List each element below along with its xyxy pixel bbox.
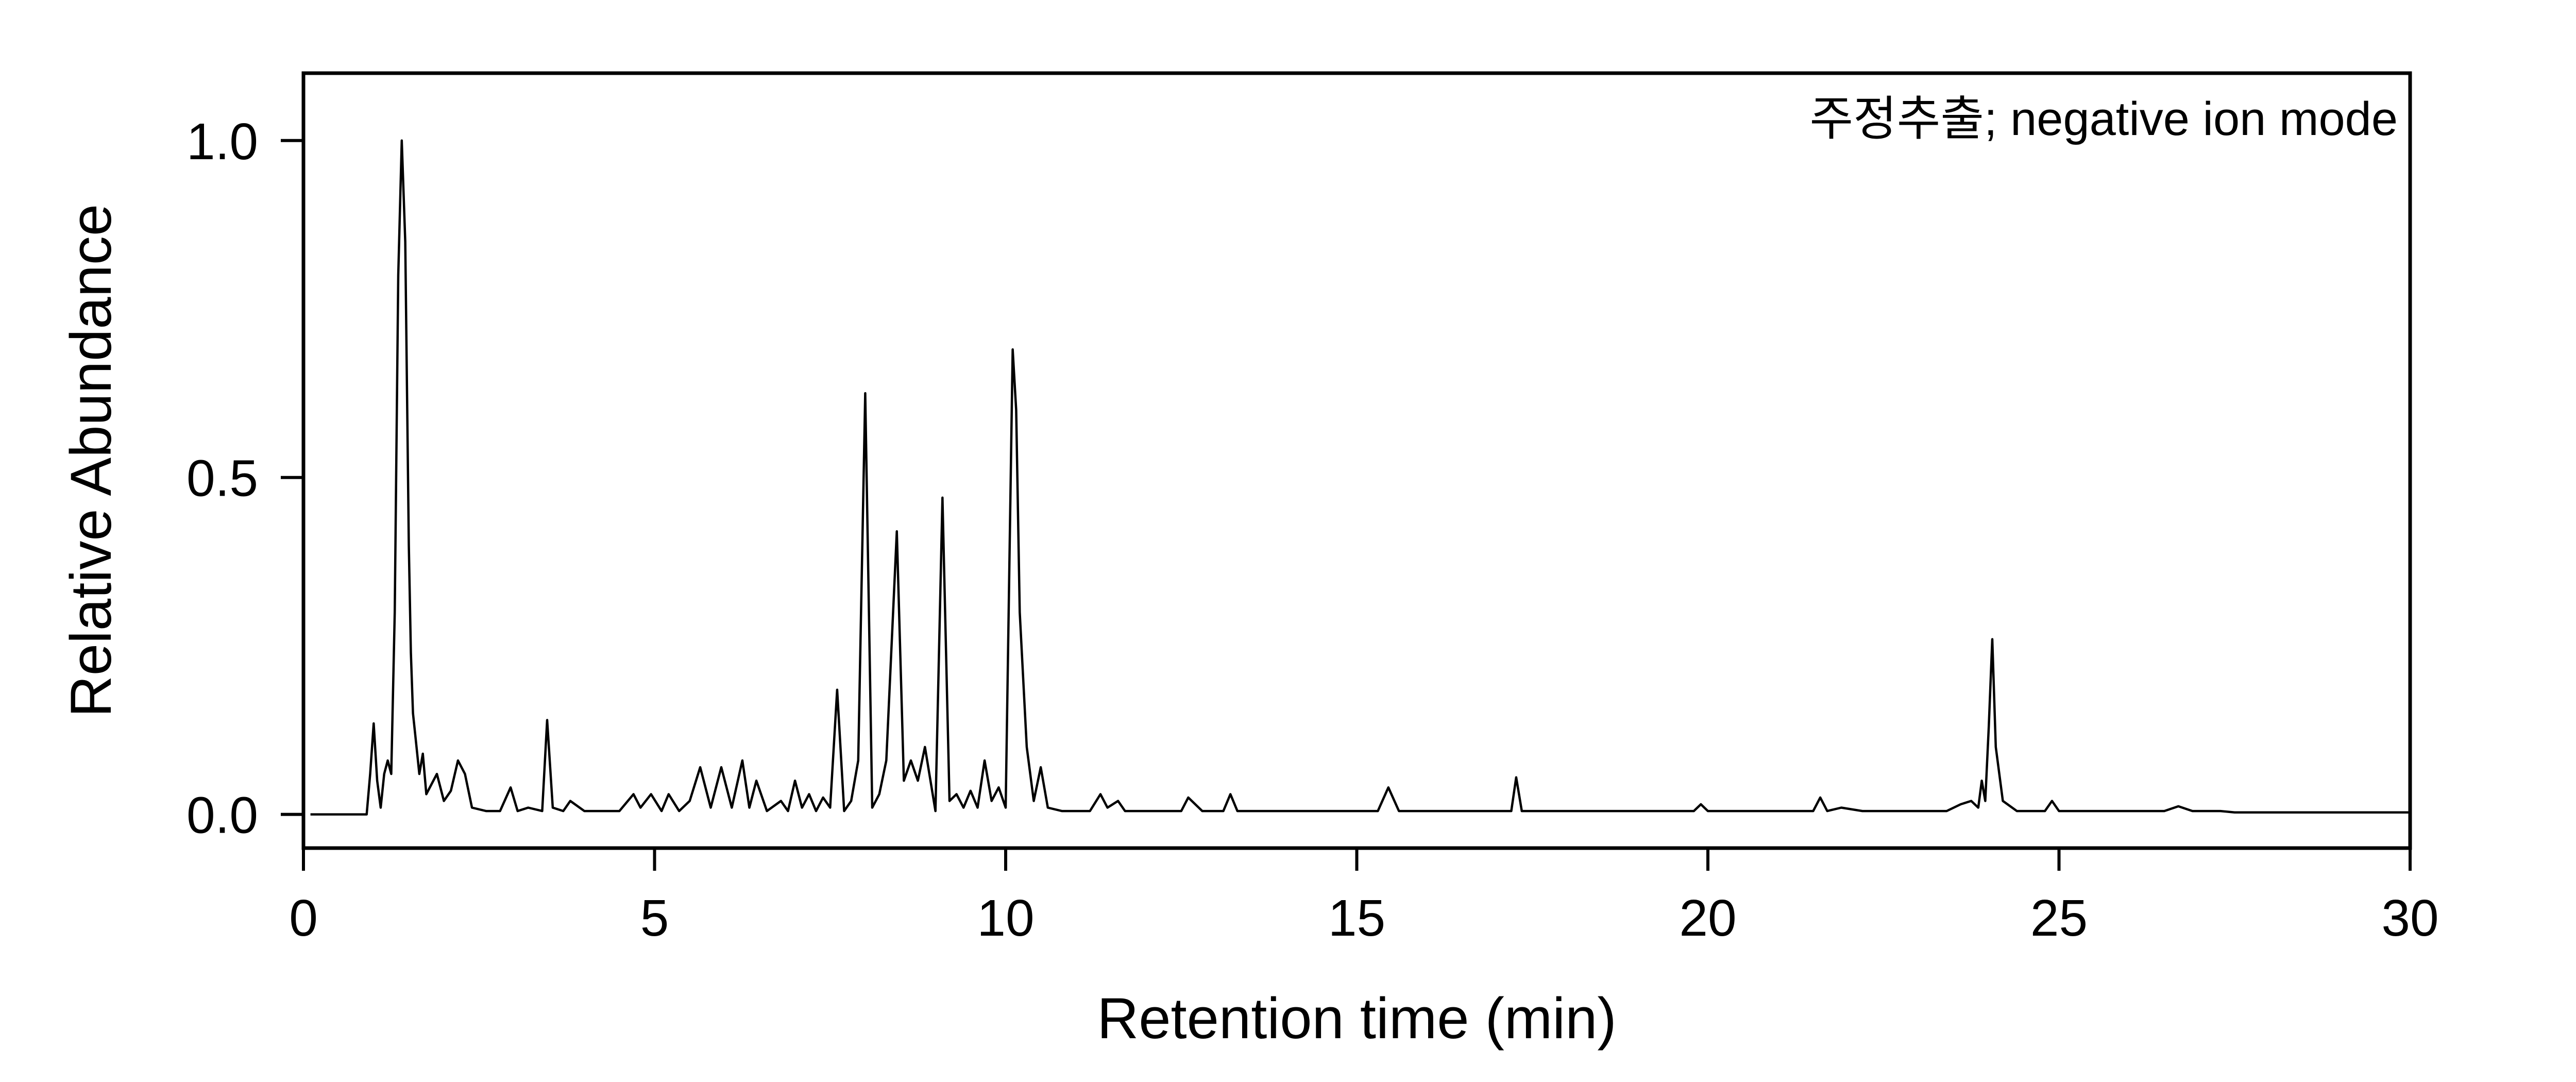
y-tick-label: 0.5 xyxy=(187,450,258,508)
series-line-0 xyxy=(310,139,2410,816)
y-axis-title: Relative Abundance xyxy=(59,204,123,717)
x-tick-label: 25 xyxy=(2030,889,2088,947)
x-tick-label: 30 xyxy=(2381,889,2438,947)
x-tick-label: 5 xyxy=(640,889,669,947)
plot-frame xyxy=(301,71,2412,850)
series-layer xyxy=(310,139,2410,816)
x-tick-label: 0 xyxy=(289,889,318,947)
chart-annotation: 주정추출; negative ion mode xyxy=(1809,93,2398,145)
x-tick-label: 15 xyxy=(1328,889,1385,947)
axes: 0 5 10 15 20 25 30 0.0 0.5 1.0 xyxy=(187,71,2439,947)
x-tick-label: 20 xyxy=(1679,889,1736,947)
y-tick-label: 0.0 xyxy=(187,787,258,844)
x-axis-title: Retention time (min) xyxy=(1097,986,1616,1051)
y-tick-label: 1.0 xyxy=(187,113,258,171)
x-tick-label: 10 xyxy=(977,889,1034,947)
